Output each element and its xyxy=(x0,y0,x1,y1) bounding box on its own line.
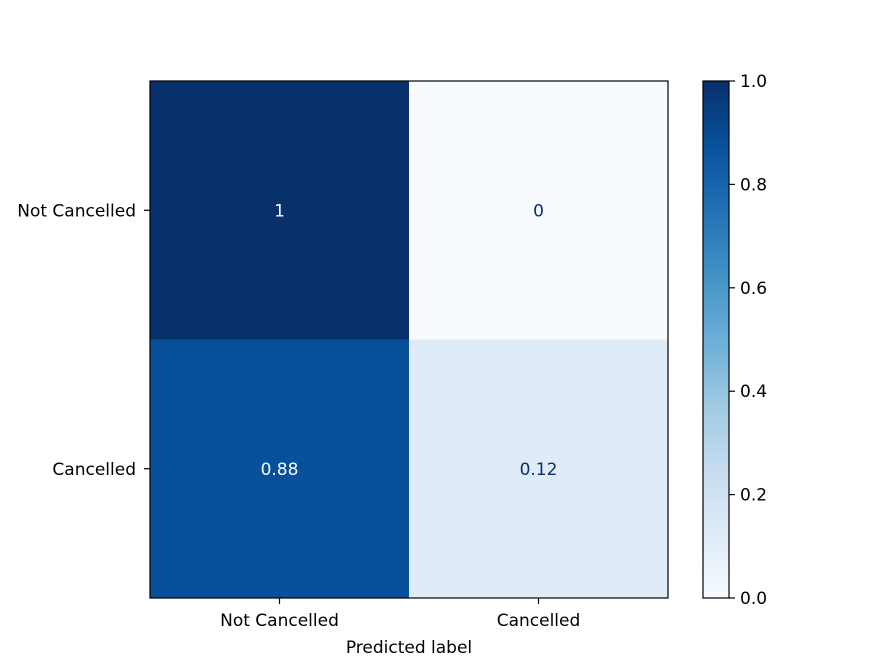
x-tick-label: Not Cancelled xyxy=(220,611,339,631)
x-tick-label: Cancelled xyxy=(497,611,581,631)
heatmap-cell-labels: 1 0 0.88 0.12 xyxy=(261,201,558,480)
colorbar-tick-label: 0.4 xyxy=(740,382,767,402)
heatmap-cell-r0-c1 xyxy=(409,81,669,340)
heatmap-cell-r1-c0 xyxy=(150,339,410,599)
colorbar-tick-label: 0.2 xyxy=(740,486,767,506)
cell-value-label: 0 xyxy=(533,201,544,221)
cell-value-label: 0.12 xyxy=(520,460,558,480)
y-tick-label: Cancelled xyxy=(52,460,136,480)
colorbar-tick-label: 0.6 xyxy=(740,279,767,299)
colorbar-tick-label: 0.0 xyxy=(740,589,767,609)
colorbar-tick-label: 0.8 xyxy=(740,175,767,195)
x-axis-label: Predicted label xyxy=(346,638,472,658)
y-tick-label: Not Cancelled xyxy=(17,201,136,221)
colorbar xyxy=(702,80,730,599)
cell-value-label: 1 xyxy=(274,201,285,221)
plot-frame xyxy=(149,80,669,599)
heatmap-cell-r1-c1 xyxy=(409,339,669,599)
y-axis-ticks: Not Cancelled Cancelled xyxy=(17,201,150,480)
heatmap-cell-r0-c0 xyxy=(150,81,410,340)
colorbar-ticks: 0.0 0.2 0.4 0.6 0.8 1.0 xyxy=(729,72,767,609)
heatmap-cells xyxy=(150,81,669,599)
x-axis-ticks: Not Cancelled Cancelled xyxy=(220,598,580,631)
cell-value-label: 0.88 xyxy=(261,460,299,480)
colorbar-tick-label: 1.0 xyxy=(740,72,767,92)
